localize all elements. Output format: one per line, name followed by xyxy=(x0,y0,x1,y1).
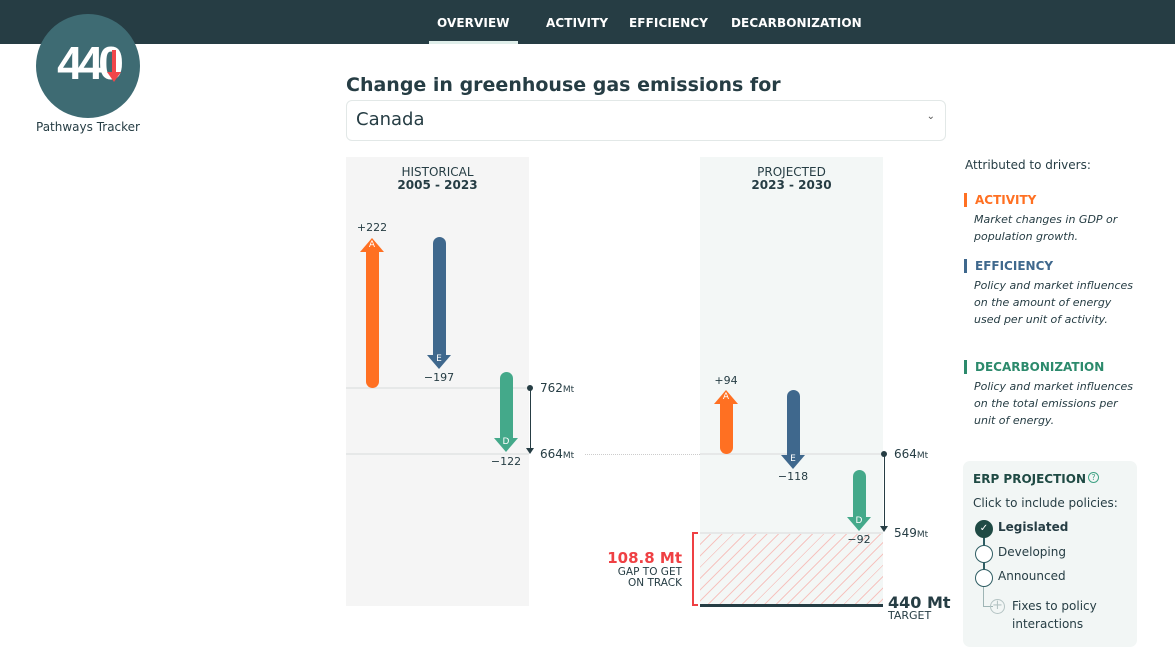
gap-label: GAP TO GET ON TRACK xyxy=(617,566,682,589)
tab-efficiency[interactable]: EFFICIENCY xyxy=(629,16,709,30)
erp-title: ERP PROJECTION xyxy=(973,472,1087,486)
gap-hatched-area xyxy=(700,532,883,606)
historical-decarbonization-value: −122 xyxy=(490,455,522,468)
driver-decarbonization-title: DECARBONIZATION xyxy=(964,360,1104,374)
chevron-down-icon: ⌄ xyxy=(926,111,935,122)
historical-activity-value: +222 xyxy=(356,221,388,234)
historical-efficiency-arrow xyxy=(433,237,446,359)
historical-end-value: 664Mt xyxy=(540,447,575,461)
down-arrowhead-icon xyxy=(107,72,121,82)
historical-label: HISTORICAL xyxy=(401,165,474,179)
efficiency-arrow-head xyxy=(427,355,451,369)
target-value: 440 Mt xyxy=(888,593,951,612)
erp-projection-panel: ERP PROJECTION ? Click to include polici… xyxy=(963,461,1137,647)
legislated-checkbox[interactable]: ✓ xyxy=(975,520,993,538)
question-circle-icon[interactable]: ? xyxy=(1088,472,1099,483)
fixes-connector xyxy=(983,585,993,607)
driver-efficiency-desc: Policy and market influences on the amou… xyxy=(974,279,1134,326)
target-line xyxy=(700,604,883,607)
region-value: Canada xyxy=(356,109,425,130)
activity-letter: A xyxy=(368,240,376,250)
efficiency-letter: E xyxy=(790,454,796,464)
efficiency-arrow-head xyxy=(781,455,805,469)
activity-letter: A xyxy=(722,392,730,402)
gap-bracket xyxy=(692,532,698,606)
down-arrow-icon xyxy=(112,50,116,78)
top-nav: OVERVIEW ACTIVITY EFFICIENCY DECARBONIZA… xyxy=(0,0,1175,44)
logo-caption: Pathways Tracker xyxy=(36,120,140,134)
erp-subtitle: Click to include policies: xyxy=(973,496,1118,510)
historical-decarbonization-arrow xyxy=(500,372,513,442)
projected-efficiency-value: −118 xyxy=(777,470,809,483)
tab-decarbonization[interactable]: DECARBONIZATION xyxy=(731,16,862,30)
drivers-heading: Attributed to drivers: xyxy=(965,158,1091,172)
projected-efficiency-arrow xyxy=(787,390,800,456)
driver-decarbonization-desc: Policy and market influences on the tota… xyxy=(974,380,1134,427)
page-title: Change in greenhouse gas emissions for xyxy=(346,74,781,96)
projected-decarbonization-arrow xyxy=(853,470,866,520)
tab-overview[interactable]: OVERVIEW xyxy=(429,0,518,44)
projected-decarbonization-value: −92 xyxy=(847,533,871,546)
driver-activity-desc: Market changes in GDP or population grow… xyxy=(974,213,1118,243)
projected-start-value: 664Mt xyxy=(894,447,929,461)
baseline-762 xyxy=(346,387,529,389)
developing-checkbox[interactable] xyxy=(975,545,993,563)
plus-circle-icon[interactable]: + xyxy=(990,599,1005,614)
policy-developing[interactable]: Developing xyxy=(998,545,1066,559)
change-line xyxy=(884,454,885,526)
historical-activity-arrow xyxy=(366,248,379,388)
projected-activity-value: +94 xyxy=(714,374,738,387)
projected-panel: PROJECTED 2023 - 2030 xyxy=(700,157,883,606)
decarbonization-arrow-head xyxy=(494,438,518,452)
logo-text: 440 xyxy=(57,37,124,89)
projected-period: 2023 - 2030 xyxy=(751,178,832,192)
projected-activity-arrow xyxy=(720,400,733,454)
announced-checkbox[interactable] xyxy=(975,569,993,587)
driver-activity-title: ACTIVITY xyxy=(964,193,1036,207)
tab-activity[interactable]: ACTIVITY xyxy=(546,16,609,30)
baseline-664 xyxy=(346,453,529,455)
end-arrow xyxy=(526,448,534,454)
end-arrow xyxy=(880,526,888,532)
change-line xyxy=(530,388,531,448)
historical-period: 2005 - 2023 xyxy=(397,178,478,192)
projected-label: PROJECTED xyxy=(757,165,826,179)
decarbonization-arrow-head xyxy=(847,517,871,531)
policy-legislated[interactable]: Legislated xyxy=(998,520,1069,534)
gap-value: 108.8 Mt xyxy=(607,549,682,567)
target-label: TARGET xyxy=(888,609,932,622)
efficiency-letter: E xyxy=(436,354,442,364)
region-select[interactable]: Canada ⌄ xyxy=(346,100,946,141)
historical-start-value: 762Mt xyxy=(540,381,575,395)
historical-efficiency-value: −197 xyxy=(423,371,455,384)
connector-line xyxy=(585,454,700,455)
decarbonization-letter: D xyxy=(502,437,510,447)
logo[interactable]: 440 xyxy=(36,14,140,118)
projected-end-value: 549Mt xyxy=(894,526,929,540)
decarbonization-letter: D xyxy=(855,516,863,526)
driver-efficiency-title: EFFICIENCY xyxy=(964,259,1053,273)
policy-fixes[interactable]: Fixes to policy interactions xyxy=(1012,599,1097,631)
policy-announced[interactable]: Announced xyxy=(998,569,1066,583)
